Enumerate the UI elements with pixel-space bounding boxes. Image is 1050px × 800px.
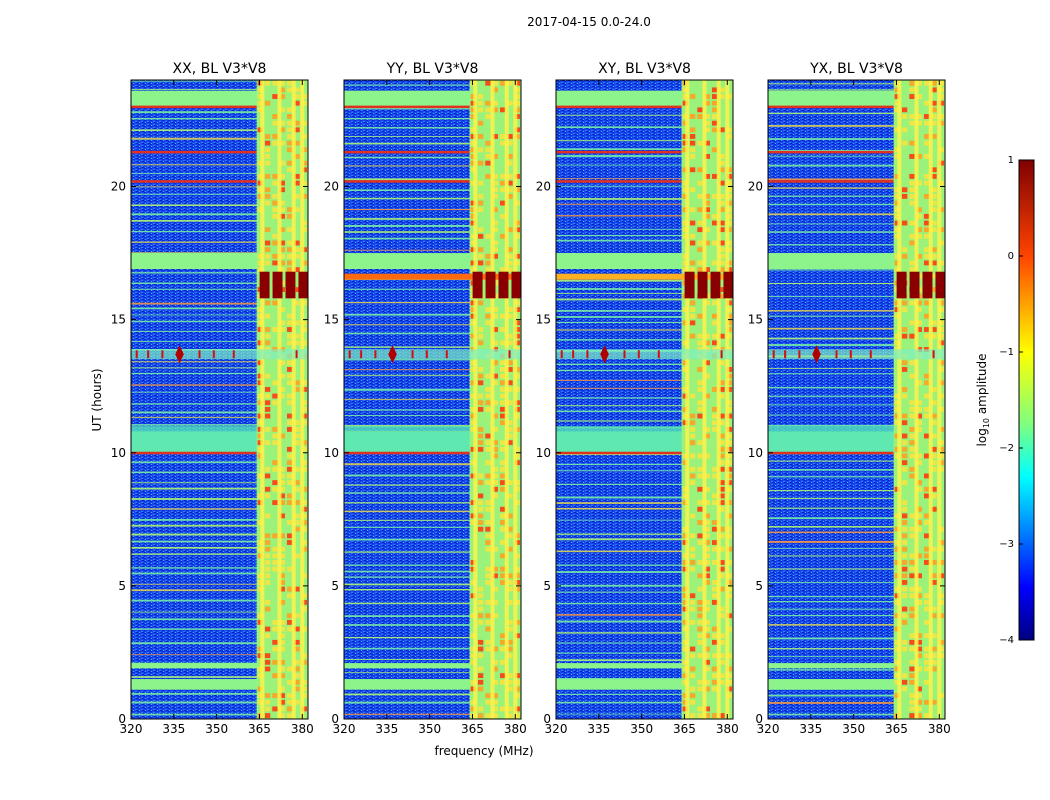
colorbar-gradient (1018, 159, 1035, 641)
colorbar-tick-label: 1 (1008, 155, 1014, 166)
colorbar-tick-label: −4 (999, 635, 1014, 646)
x-tick-label: 365 (673, 722, 696, 736)
panel-title: YX, BL V3*V8 (809, 61, 903, 77)
y-tick-label: 5 (755, 579, 763, 593)
y-tick-label: 15 (748, 313, 763, 327)
panel-frame (555, 79, 734, 720)
heatmap-image (131, 80, 308, 719)
spectrogram-panel: XX, BL V3*V8 320 335 350 365 380 0 5 10 15 20 (111, 61, 314, 736)
y-tick-label: 0 (755, 712, 763, 726)
colorbar-tick-label: −2 (999, 443, 1014, 454)
y-tick-label: 0 (118, 712, 126, 726)
x-tick-label: 320 (545, 722, 568, 736)
spectrogram-panel: YX, BL V3*V8 320 335 350 365 380 0 5 10 15 20 (748, 61, 951, 736)
y-tick-label: 10 (536, 446, 551, 460)
x-tick-label: 365 (248, 722, 271, 736)
y-tick-label: 5 (543, 579, 551, 593)
colorbar-tick-label: −1 (999, 347, 1014, 358)
y-axis-label: UT (hours) (90, 368, 104, 431)
x-tick-label: 335 (162, 722, 185, 736)
colorbar-tick-label: −3 (999, 539, 1014, 550)
panel-frame (130, 79, 309, 720)
y-tick-label: 5 (118, 579, 126, 593)
x-tick-label: 335 (587, 722, 610, 736)
y-tick-label: 20 (748, 180, 763, 194)
x-tick-label: 365 (885, 722, 908, 736)
x-tick-label: 320 (120, 722, 143, 736)
x-tick-label: 335 (799, 722, 822, 736)
panel-frame (767, 79, 946, 720)
y-tick-label: 10 (324, 446, 339, 460)
y-tick-label: 15 (324, 313, 339, 327)
y-tick-label: 0 (331, 712, 339, 726)
spectrogram-panel: XY, BL V3*V8 320 335 350 365 380 0 5 10 15 20 (536, 61, 739, 736)
x-tick-label: 320 (333, 722, 356, 736)
x-tick-label: 320 (757, 722, 780, 736)
y-tick-label: 20 (324, 180, 339, 194)
colorbar-label: log10 amplitude (975, 354, 991, 447)
colorbar-tick-label: 0 (1008, 251, 1014, 262)
heatmap-image (556, 80, 733, 719)
y-tick-label: 0 (543, 712, 551, 726)
x-tick-label: 365 (461, 722, 484, 736)
y-tick-label: 10 (111, 446, 126, 460)
y-tick-label: 15 (536, 313, 551, 327)
x-tick-label: 335 (375, 722, 398, 736)
y-tick-label: 15 (111, 313, 126, 327)
y-tick-label: 20 (536, 180, 551, 194)
y-tick-label: 5 (331, 579, 339, 593)
x-tick-label: 350 (205, 722, 228, 736)
spectrogram-panel: YY, BL V3*V8 320 335 350 365 380 0 5 10 15 20 (324, 61, 527, 736)
y-tick-label: 20 (111, 180, 126, 194)
panel-title: XX, BL V3*V8 (173, 61, 267, 77)
x-axis-label: frequency (MHz) (434, 744, 533, 758)
x-tick-label: 380 (928, 722, 951, 736)
heatmap-image (344, 80, 521, 719)
panel-frame (343, 79, 522, 720)
x-tick-label: 350 (842, 722, 865, 736)
figure-suptitle: 2017-04-15 0.0-24.0 (527, 15, 651, 29)
panel-title: XY, BL V3*V8 (598, 61, 691, 77)
x-tick-label: 380 (504, 722, 527, 736)
y-tick-label: 10 (748, 446, 763, 460)
heatmap-image (768, 80, 945, 719)
x-tick-label: 350 (418, 722, 441, 736)
x-tick-label: 350 (630, 722, 653, 736)
x-tick-label: 380 (716, 722, 739, 736)
colorbar: 1 0 −1 −2 −3 −4 log10 amplitude (975, 155, 1035, 646)
x-tick-label: 380 (291, 722, 314, 736)
panel-title: YY, BL V3*V8 (386, 61, 479, 77)
